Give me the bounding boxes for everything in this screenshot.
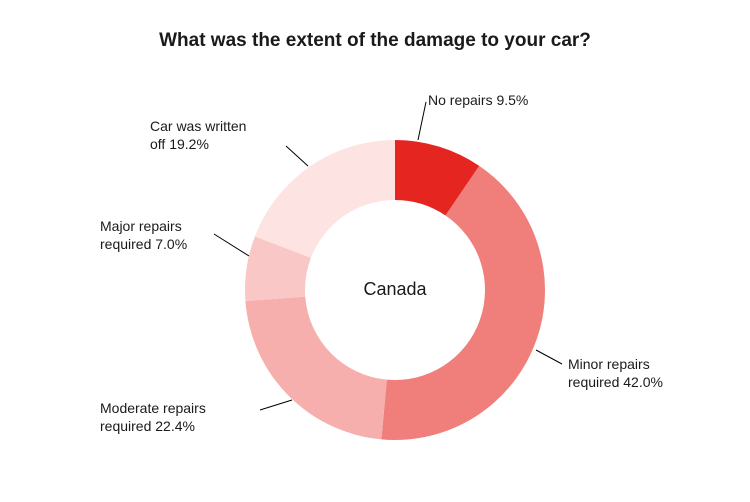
slice-label: Major repairs required 7.0% — [100, 218, 187, 253]
leader-line — [286, 146, 308, 166]
leader-line — [214, 234, 249, 256]
slice-label: Moderate repairs required 22.4% — [100, 400, 206, 435]
donut-slice — [255, 140, 395, 258]
leader-line — [260, 400, 292, 410]
donut-slice — [381, 166, 545, 440]
slice-label: No repairs 9.5% — [428, 92, 528, 110]
slice-label: Car was written off 19.2% — [150, 118, 246, 153]
slice-label: Minor repairs required 42.0% — [568, 356, 663, 391]
chart-center-label: Canada — [315, 279, 475, 300]
leader-line — [536, 350, 562, 364]
leader-line — [418, 102, 426, 140]
donut-slice — [245, 297, 386, 440]
